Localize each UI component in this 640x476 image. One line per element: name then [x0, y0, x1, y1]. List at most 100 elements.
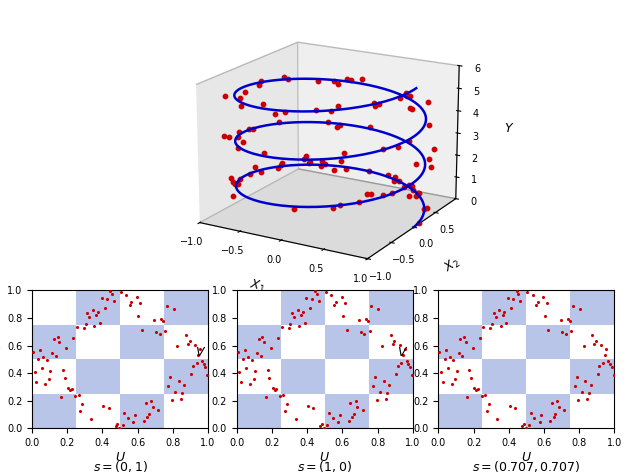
Point [86, 416, 96, 423]
Point [359, 330, 369, 337]
Point [156, 315, 166, 322]
Point [248, 376, 259, 383]
Point [294, 322, 305, 329]
Point [476, 392, 486, 400]
Point [239, 347, 250, 354]
Point [501, 319, 511, 327]
Point [28, 348, 38, 356]
Point [473, 385, 483, 393]
Point [252, 349, 262, 357]
Point [454, 349, 464, 357]
Point [191, 359, 202, 367]
Point [517, 423, 527, 430]
Point [441, 347, 451, 354]
Point [499, 308, 509, 316]
Point [154, 330, 164, 337]
Bar [237, 394, 281, 428]
Point [497, 311, 508, 318]
Bar [281, 359, 325, 394]
Point [342, 326, 352, 334]
Point [177, 389, 188, 397]
Bar [76, 359, 120, 394]
Point [589, 340, 599, 347]
Point [573, 397, 584, 404]
Point [76, 407, 86, 415]
Point [284, 325, 294, 332]
Point [79, 325, 89, 332]
X-axis label: $X_1$: $X_1$ [248, 277, 267, 295]
Point [503, 294, 513, 302]
Point [445, 354, 455, 361]
Point [33, 355, 44, 363]
Point [38, 354, 49, 361]
Point [116, 288, 126, 296]
Point [386, 331, 396, 339]
Point [300, 319, 310, 327]
Point [243, 354, 253, 361]
Point [118, 421, 128, 429]
Point [70, 392, 80, 400]
Point [387, 340, 397, 347]
Point [368, 383, 378, 390]
Point [557, 328, 568, 336]
Point [132, 293, 142, 300]
Point [563, 315, 573, 322]
Point [361, 315, 371, 322]
Point [161, 302, 172, 310]
Point [365, 327, 375, 335]
X-axis label: $U$: $U$ [115, 451, 125, 464]
Point [291, 416, 301, 423]
Point [403, 360, 413, 368]
Point [494, 307, 504, 314]
Point [508, 296, 518, 303]
Point [257, 333, 268, 340]
Point [170, 388, 180, 396]
Point [607, 363, 617, 371]
Bar [325, 325, 369, 359]
Point [255, 352, 266, 360]
Point [58, 366, 68, 374]
Y-axis label: $V$: $V$ [397, 347, 408, 359]
Point [598, 359, 608, 367]
Bar [527, 394, 570, 428]
Point [489, 309, 499, 317]
Point [282, 400, 292, 408]
X-axis label: $U$: $U$ [319, 451, 330, 464]
Point [345, 399, 355, 407]
Point [554, 403, 564, 411]
Point [160, 327, 170, 335]
Point [97, 294, 107, 302]
Point [600, 351, 610, 358]
Point [396, 359, 406, 367]
Point [328, 414, 338, 422]
Point [515, 297, 525, 305]
Point [566, 327, 577, 335]
Point [40, 380, 51, 387]
Point [480, 391, 490, 398]
Point [100, 304, 110, 311]
Point [582, 395, 592, 403]
Point [310, 287, 320, 295]
Point [105, 287, 115, 295]
Point [363, 317, 373, 325]
Point [605, 360, 615, 368]
Point [67, 385, 77, 393]
Point [151, 328, 161, 336]
Bar [164, 359, 208, 394]
Point [366, 302, 376, 310]
Point [128, 418, 138, 426]
Point [114, 424, 124, 432]
Point [35, 347, 45, 354]
Point [278, 391, 289, 398]
Point [52, 333, 63, 340]
Point [469, 384, 479, 391]
Point [139, 417, 149, 425]
Point [568, 302, 578, 310]
Point [496, 322, 506, 329]
Y-axis label: $X_2$: $X_2$ [442, 255, 463, 277]
Bar [32, 394, 76, 428]
Point [198, 360, 209, 368]
Point [541, 300, 552, 307]
Point [330, 301, 340, 308]
Point [524, 421, 534, 429]
